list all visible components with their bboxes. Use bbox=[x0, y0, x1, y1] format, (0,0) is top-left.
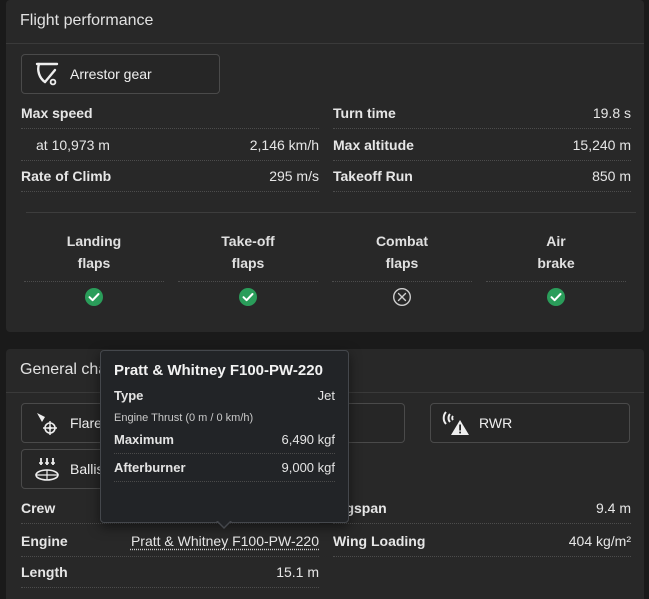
rate-of-climb-value: 295 m/s bbox=[269, 167, 319, 184]
cross-circle-icon bbox=[392, 287, 412, 307]
turn-time-label: Turn time bbox=[333, 104, 396, 121]
tooltip-maximum-label: Maximum bbox=[114, 432, 174, 447]
takeoff-flaps-label: Take-off flaps bbox=[172, 230, 324, 274]
crew-row: Crew bbox=[21, 492, 319, 524]
tooltip-afterburner-label: Afterburner bbox=[114, 460, 186, 475]
takeoff-flaps-line2: flaps bbox=[231, 255, 265, 271]
max-altitude-label: Max altitude bbox=[333, 136, 414, 153]
engine-row: Engine Pratt & Whitney F100-PW-220 bbox=[21, 525, 319, 557]
engine-tooltip: Pratt & Whitney F100-PW-220 Type Jet Eng… bbox=[100, 350, 349, 523]
arrestor-hook-icon bbox=[32, 59, 62, 89]
landing-flaps-label: Landing flaps bbox=[18, 230, 170, 274]
speed-altitude-label: at 10,973 m bbox=[36, 136, 110, 153]
rate-of-climb-row: Rate of Climb 295 m/s bbox=[21, 160, 319, 192]
tooltip-afterburner-value: 9,000 kgf bbox=[281, 460, 336, 475]
max-speed-label: Max speed bbox=[21, 104, 93, 121]
tooltip-thrust-section: Engine Thrust (0 m / 0 km/h) bbox=[114, 412, 254, 424]
combat-flaps-line1: Combat bbox=[375, 233, 429, 249]
flap-separator bbox=[178, 281, 318, 282]
landing-flaps-line1: Landing bbox=[66, 233, 122, 249]
check-circle-icon bbox=[85, 288, 103, 306]
arrestor-gear-chip[interactable]: Arrestor gear bbox=[21, 54, 220, 94]
tooltip-maximum-value: 6,490 kgf bbox=[281, 432, 336, 447]
max-altitude-value: 15,240 m bbox=[572, 136, 631, 153]
speed-altitude-value: 2,146 km/h bbox=[249, 136, 319, 153]
wing-loading-row: Wing Loading 404 kg/m² bbox=[333, 525, 631, 557]
takeoff-run-row: Takeoff Run 850 m bbox=[333, 160, 631, 192]
tooltip-type-value: Jet bbox=[317, 387, 335, 403]
length-row: Length 15.1 m bbox=[21, 556, 319, 588]
rwr-icon bbox=[441, 408, 471, 438]
air-brake-line1: Air bbox=[546, 233, 566, 249]
length-value: 15.1 m bbox=[276, 563, 319, 580]
check-circle-icon bbox=[547, 288, 565, 306]
wingspan-value: 9.4 m bbox=[595, 499, 631, 516]
landing-flaps-line2: flaps bbox=[77, 255, 111, 271]
ballistic-computer-icon bbox=[32, 454, 62, 484]
flap-separator bbox=[486, 281, 626, 282]
takeoff-run-label: Takeoff Run bbox=[333, 167, 413, 184]
rwr-label: RWR bbox=[479, 415, 513, 431]
max-speed-row: Max speed bbox=[21, 97, 319, 129]
takeoff-flaps-line1: Take-off bbox=[221, 233, 275, 249]
tooltip-type-label: Type bbox=[114, 387, 144, 403]
tooltip-type-row: Type Jet bbox=[114, 386, 335, 404]
length-label: Length bbox=[21, 563, 68, 580]
rwr-chip[interactable]: RWR bbox=[430, 403, 630, 443]
turn-time-row: Turn time 19.8 s bbox=[333, 97, 631, 129]
takeoff-run-value: 850 m bbox=[592, 167, 631, 184]
air-brake-label: Air brake bbox=[480, 230, 632, 274]
turn-time-value: 19.8 s bbox=[592, 104, 631, 121]
tooltip-afterburner-row: Afterburner 9,000 kgf bbox=[114, 454, 335, 482]
rate-of-climb-label: Rate of Climb bbox=[21, 167, 112, 184]
engine-link[interactable]: Pratt & Whitney F100-PW-220 bbox=[130, 532, 319, 549]
flares-label: Flares bbox=[70, 415, 109, 431]
arrestor-gear-label: Arrestor gear bbox=[70, 66, 152, 82]
flares-icon bbox=[32, 408, 62, 438]
wing-loading-label: Wing Loading bbox=[333, 532, 426, 549]
wing-loading-value: 404 kg/m² bbox=[568, 532, 631, 549]
speed-at-altitude-row: at 10,973 m 2,146 km/h bbox=[21, 129, 319, 161]
air-brake-line2: brake bbox=[537, 255, 575, 271]
ballistic-computer-label: Ballis bbox=[70, 461, 104, 477]
tooltip-maximum-row: Maximum 6,490 kgf bbox=[114, 426, 335, 454]
flap-separator bbox=[332, 281, 472, 282]
flight-performance-panel: Flight performance Arrestor gear Max spe… bbox=[6, 0, 644, 332]
engine-label: Engine bbox=[21, 532, 68, 549]
check-circle-icon bbox=[239, 288, 257, 306]
crew-label: Crew bbox=[21, 499, 56, 516]
combat-flaps-label: Combat flaps bbox=[326, 230, 478, 274]
wingspan-row: ingspan 9.4 m bbox=[333, 492, 631, 524]
flight-performance-title: Flight performance bbox=[6, 0, 644, 44]
flight-divider bbox=[26, 212, 636, 213]
tooltip-title: Pratt & Whitney F100-PW-220 bbox=[114, 362, 323, 379]
max-altitude-row: Max altitude 15,240 m bbox=[333, 129, 631, 161]
tooltip-arrow bbox=[216, 520, 232, 529]
flap-separator bbox=[24, 281, 164, 282]
combat-flaps-line2: flaps bbox=[385, 255, 419, 271]
